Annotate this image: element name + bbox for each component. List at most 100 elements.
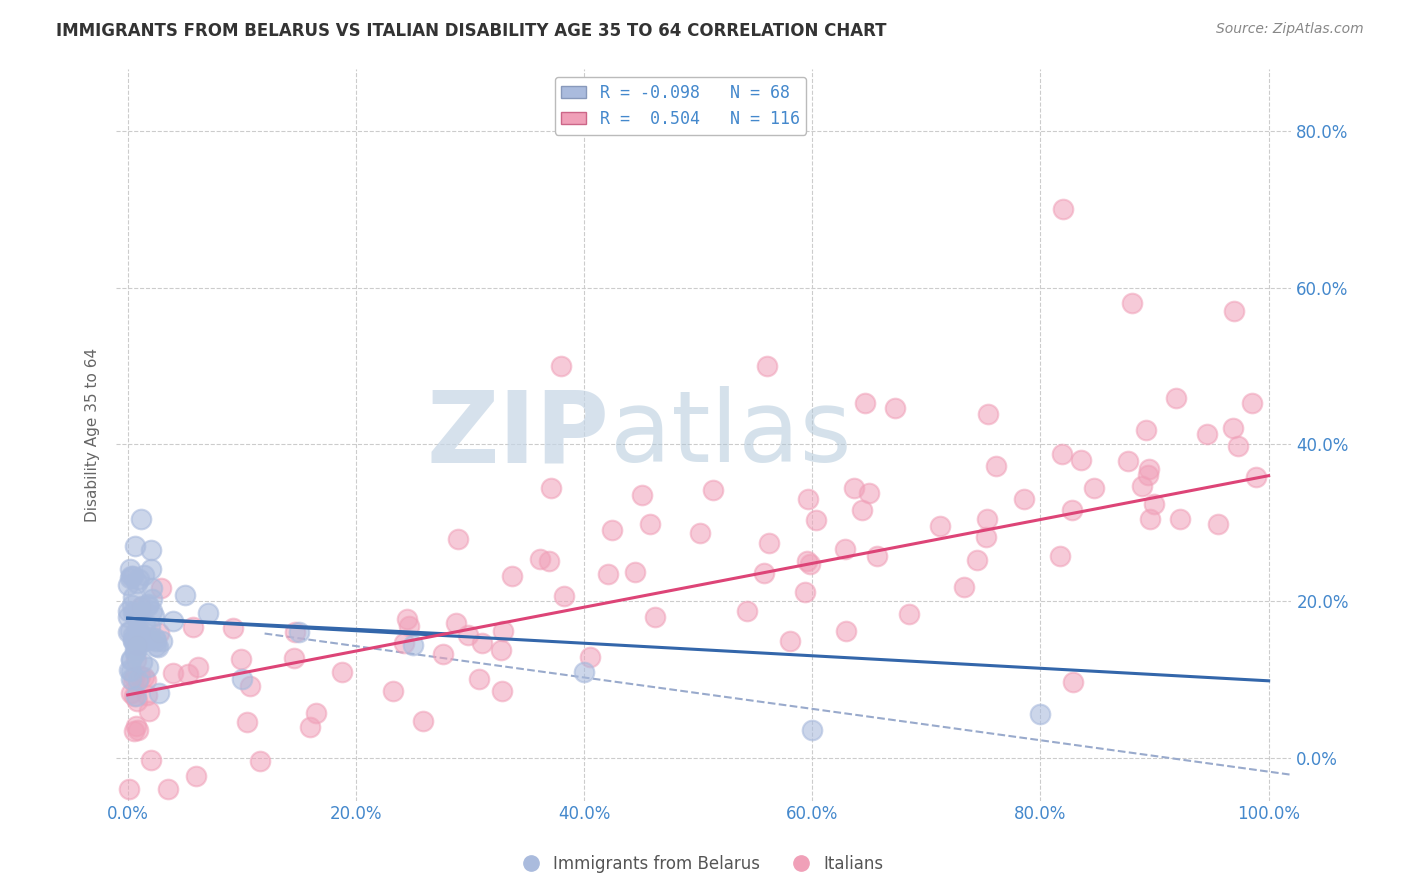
Point	[129, 600, 152, 615]
Point	[122, 690, 145, 704]
Point	[1164, 391, 1187, 405]
Point	[1052, 202, 1074, 217]
Point	[120, 653, 142, 667]
Point	[118, 571, 141, 585]
Point	[134, 616, 156, 631]
Point	[124, 539, 146, 553]
Point	[1197, 427, 1219, 442]
Point	[952, 580, 974, 594]
Point	[120, 664, 142, 678]
Point	[162, 666, 184, 681]
Point	[124, 646, 146, 660]
Point	[806, 513, 828, 527]
Point	[1222, 421, 1244, 435]
Point	[288, 625, 311, 640]
Point	[125, 638, 148, 652]
Point	[858, 486, 880, 500]
Point	[457, 628, 479, 642]
Point	[156, 781, 179, 796]
Point	[128, 572, 150, 586]
Point	[398, 619, 420, 633]
Point	[145, 631, 167, 645]
Point	[131, 512, 153, 526]
Point	[284, 624, 307, 639]
Point	[444, 615, 467, 630]
Point	[249, 754, 271, 768]
Point	[127, 607, 149, 622]
Point	[1206, 517, 1229, 532]
Point	[752, 566, 775, 580]
Point	[181, 620, 204, 634]
Point	[138, 704, 160, 718]
Point	[139, 619, 162, 633]
Point	[491, 683, 513, 698]
Point	[134, 670, 156, 684]
Point	[1143, 497, 1166, 511]
Point	[883, 401, 905, 415]
Point	[492, 624, 515, 638]
Point	[131, 655, 153, 669]
Text: atlas: atlas	[610, 386, 852, 483]
Point	[550, 359, 572, 373]
Point	[977, 408, 1000, 422]
Point	[135, 688, 157, 702]
Point	[572, 665, 595, 679]
Point	[471, 635, 494, 649]
Legend: R = -0.098   N = 68, R =  0.504   N = 116: R = -0.098 N = 68, R = 0.504 N = 116	[554, 77, 806, 135]
Point	[117, 604, 139, 618]
Text: ZIP: ZIP	[427, 386, 610, 483]
Point	[117, 624, 139, 639]
Point	[122, 632, 145, 647]
Point	[187, 660, 209, 674]
Point	[139, 543, 162, 558]
Point	[139, 630, 162, 644]
Point	[797, 491, 820, 506]
Point	[305, 706, 328, 721]
Point	[598, 567, 620, 582]
Point	[866, 549, 889, 564]
Point	[1062, 674, 1084, 689]
Point	[122, 628, 145, 642]
Point	[1130, 479, 1153, 493]
Point	[974, 531, 997, 545]
Point	[176, 666, 198, 681]
Point	[834, 541, 856, 556]
Point	[136, 599, 159, 613]
Text: Source: ZipAtlas.com: Source: ZipAtlas.com	[1216, 22, 1364, 37]
Point	[121, 674, 143, 689]
Point	[239, 679, 262, 693]
Point	[131, 635, 153, 649]
Point	[145, 640, 167, 654]
Point	[125, 625, 148, 640]
Point	[984, 458, 1007, 473]
Point	[141, 603, 163, 617]
Point	[801, 723, 824, 738]
Point	[197, 607, 219, 621]
Point	[122, 724, 145, 739]
Point	[1049, 549, 1071, 563]
Point	[173, 588, 195, 602]
Point	[124, 608, 146, 623]
Point	[1029, 707, 1052, 722]
Y-axis label: Disability Age 35 to 64: Disability Age 35 to 64	[86, 348, 100, 522]
Point	[851, 503, 873, 517]
Legend: Immigrants from Belarus, Italians: Immigrants from Belarus, Italians	[516, 848, 890, 880]
Point	[624, 565, 647, 579]
Point	[162, 614, 184, 628]
Point	[134, 568, 156, 582]
Point	[139, 753, 162, 767]
Point	[128, 623, 150, 637]
Point	[138, 632, 160, 647]
Point	[148, 625, 170, 640]
Point	[538, 554, 561, 568]
Point	[689, 525, 711, 540]
Point	[529, 551, 551, 566]
Point	[299, 720, 322, 734]
Point	[392, 636, 415, 650]
Point	[796, 554, 818, 568]
Point	[124, 632, 146, 647]
Point	[136, 597, 159, 611]
Point	[136, 659, 159, 673]
Point	[835, 624, 858, 638]
Point	[1227, 439, 1250, 453]
